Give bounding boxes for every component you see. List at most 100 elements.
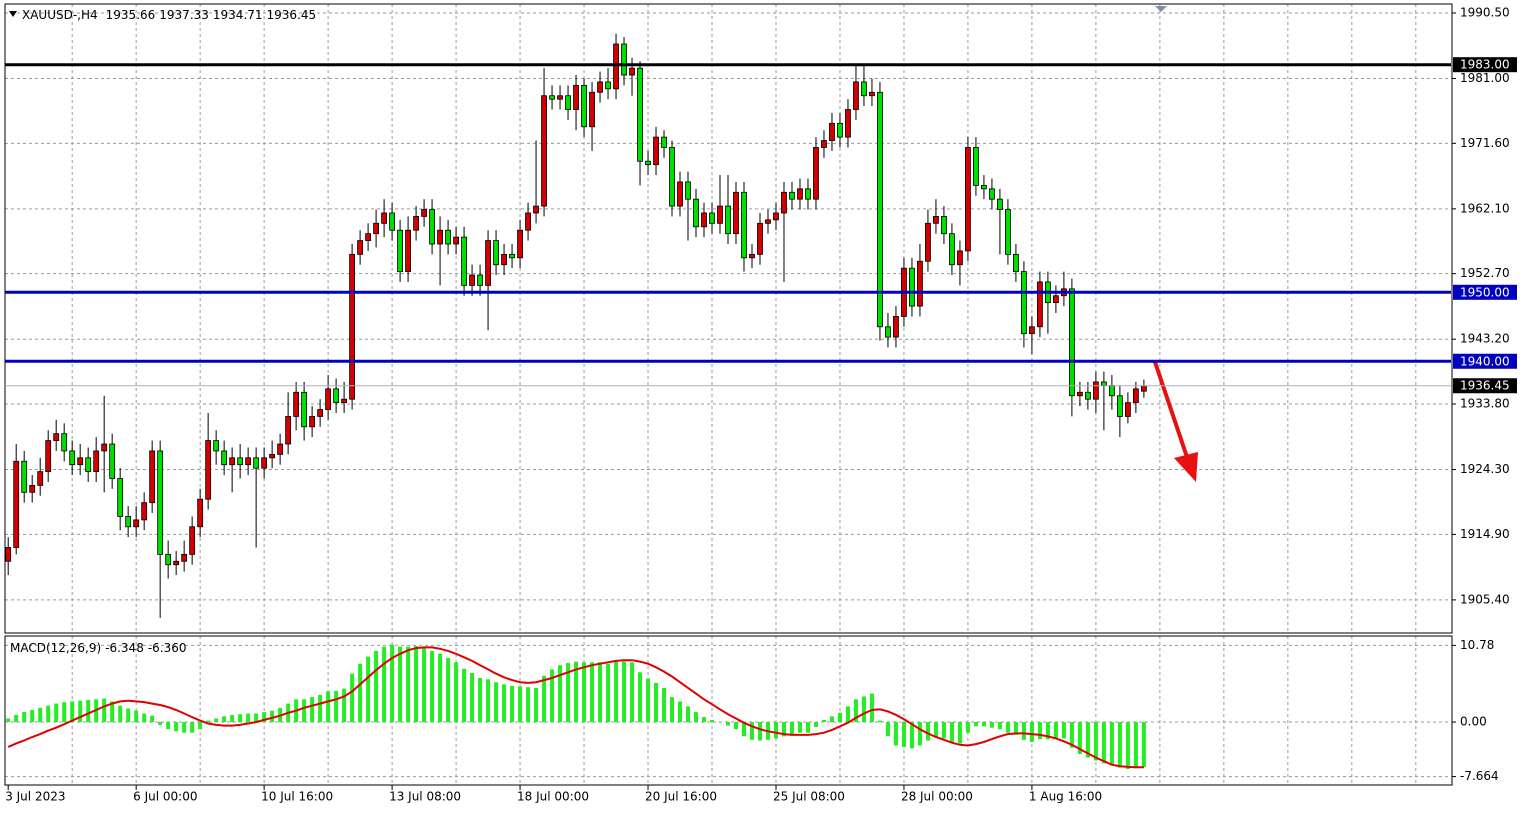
candle-body bbox=[789, 191, 795, 200]
macd-bar bbox=[310, 697, 315, 723]
macd-bar bbox=[502, 684, 507, 723]
candle-body bbox=[357, 240, 364, 255]
candle-body bbox=[157, 450, 164, 555]
macd-bar bbox=[973, 722, 978, 727]
macd-bar bbox=[230, 714, 235, 723]
macd-bar bbox=[965, 722, 970, 733]
macd-bar bbox=[853, 699, 858, 723]
candle-body bbox=[685, 181, 691, 200]
macd-tick-label: -7.664 bbox=[1460, 769, 1499, 783]
macd-bar bbox=[454, 662, 459, 723]
candle-body bbox=[165, 553, 172, 566]
macd-bar bbox=[518, 686, 523, 723]
candle-body bbox=[277, 443, 284, 455]
macd-bar bbox=[1077, 722, 1082, 755]
chart-header: XAUUSD-,H4 1935.66 1937.33 1934.71 1936.45 bbox=[22, 8, 316, 22]
candle-body bbox=[989, 188, 995, 200]
macd-bar bbox=[893, 722, 898, 746]
x-tick-label: 1 Aug 16:00 bbox=[1029, 790, 1102, 804]
macd-bar bbox=[813, 722, 818, 728]
candle-body bbox=[589, 91, 595, 128]
header-low: 1934.71 bbox=[213, 8, 263, 22]
candle-body bbox=[389, 212, 395, 231]
candle-body bbox=[445, 229, 451, 245]
macd-bar bbox=[366, 656, 371, 723]
candle-body bbox=[573, 84, 579, 110]
macd-bar bbox=[1013, 722, 1018, 735]
candle-body bbox=[125, 516, 132, 528]
macd-bar bbox=[997, 722, 1002, 730]
macd-bar bbox=[694, 712, 699, 723]
candle-body bbox=[829, 122, 835, 141]
macd-bar bbox=[989, 722, 994, 728]
candle-body bbox=[1100, 381, 1107, 386]
candle-body bbox=[933, 216, 939, 224]
macd-bar bbox=[174, 722, 179, 732]
macd-bar bbox=[214, 718, 219, 723]
forecast-arrow-head bbox=[1174, 452, 1198, 482]
macd-bar bbox=[869, 693, 874, 723]
candle-body bbox=[981, 184, 987, 190]
macd-bar bbox=[901, 722, 906, 747]
candle-body bbox=[77, 457, 84, 466]
macd-readout: -6.348 bbox=[105, 641, 144, 655]
candle-body bbox=[501, 253, 507, 266]
candle-body bbox=[213, 440, 220, 452]
candle-body bbox=[509, 253, 515, 259]
level-label-box bbox=[1453, 57, 1517, 73]
menu-triangle[interactable] bbox=[9, 11, 17, 17]
macd-bar bbox=[70, 701, 75, 723]
candle-body bbox=[565, 95, 571, 110]
candle-body bbox=[381, 212, 387, 224]
candle-body bbox=[949, 233, 955, 266]
candle-body bbox=[133, 519, 140, 528]
macd-bar bbox=[118, 705, 123, 723]
candle-body bbox=[861, 81, 867, 97]
candle-body bbox=[869, 91, 875, 97]
candle-body bbox=[1053, 295, 1059, 304]
candle-body bbox=[237, 457, 244, 466]
candle-body bbox=[29, 485, 36, 493]
candle-body bbox=[853, 81, 859, 110]
macd-bar bbox=[134, 710, 139, 723]
candle-body bbox=[1140, 385, 1147, 392]
candle-body bbox=[541, 95, 547, 207]
candle-body bbox=[285, 416, 292, 445]
candle-body bbox=[469, 274, 475, 286]
candle-body bbox=[117, 478, 124, 517]
candle-body bbox=[677, 181, 683, 207]
macd-bar bbox=[358, 663, 363, 723]
level-label: 1983.00 bbox=[1460, 58, 1510, 72]
candle-body bbox=[661, 136, 667, 148]
candle-body bbox=[5, 547, 12, 562]
candle-body bbox=[637, 67, 643, 162]
x-tick-label: 25 Jul 08:00 bbox=[773, 790, 845, 804]
candle-body bbox=[61, 433, 68, 452]
candle-body bbox=[629, 67, 635, 76]
macd-bar bbox=[590, 662, 595, 723]
macd-bar bbox=[1021, 722, 1026, 740]
macd-bar bbox=[741, 722, 746, 737]
header-open: 1935.66 bbox=[106, 8, 156, 22]
macd-bar bbox=[190, 722, 195, 733]
macd-title: MACD(12,26,9) bbox=[10, 641, 101, 655]
candle-body bbox=[765, 219, 771, 224]
macd-bar bbox=[486, 679, 491, 723]
macd-bar bbox=[22, 712, 27, 723]
x-tick-label: 6 Jul 00:00 bbox=[133, 790, 197, 804]
macd-bar bbox=[246, 713, 251, 723]
candle-body bbox=[485, 240, 491, 286]
macd-bar bbox=[382, 646, 387, 723]
candle-body bbox=[709, 212, 715, 224]
candle-body bbox=[877, 91, 883, 328]
candle-body bbox=[69, 450, 76, 466]
candle-body bbox=[669, 147, 675, 207]
x-tick-label: 18 Jul 00:00 bbox=[517, 790, 589, 804]
macd-bar bbox=[1085, 722, 1090, 758]
candle-body bbox=[349, 253, 356, 400]
macd-bar bbox=[654, 682, 659, 723]
shift-marker[interactable] bbox=[1155, 6, 1167, 12]
